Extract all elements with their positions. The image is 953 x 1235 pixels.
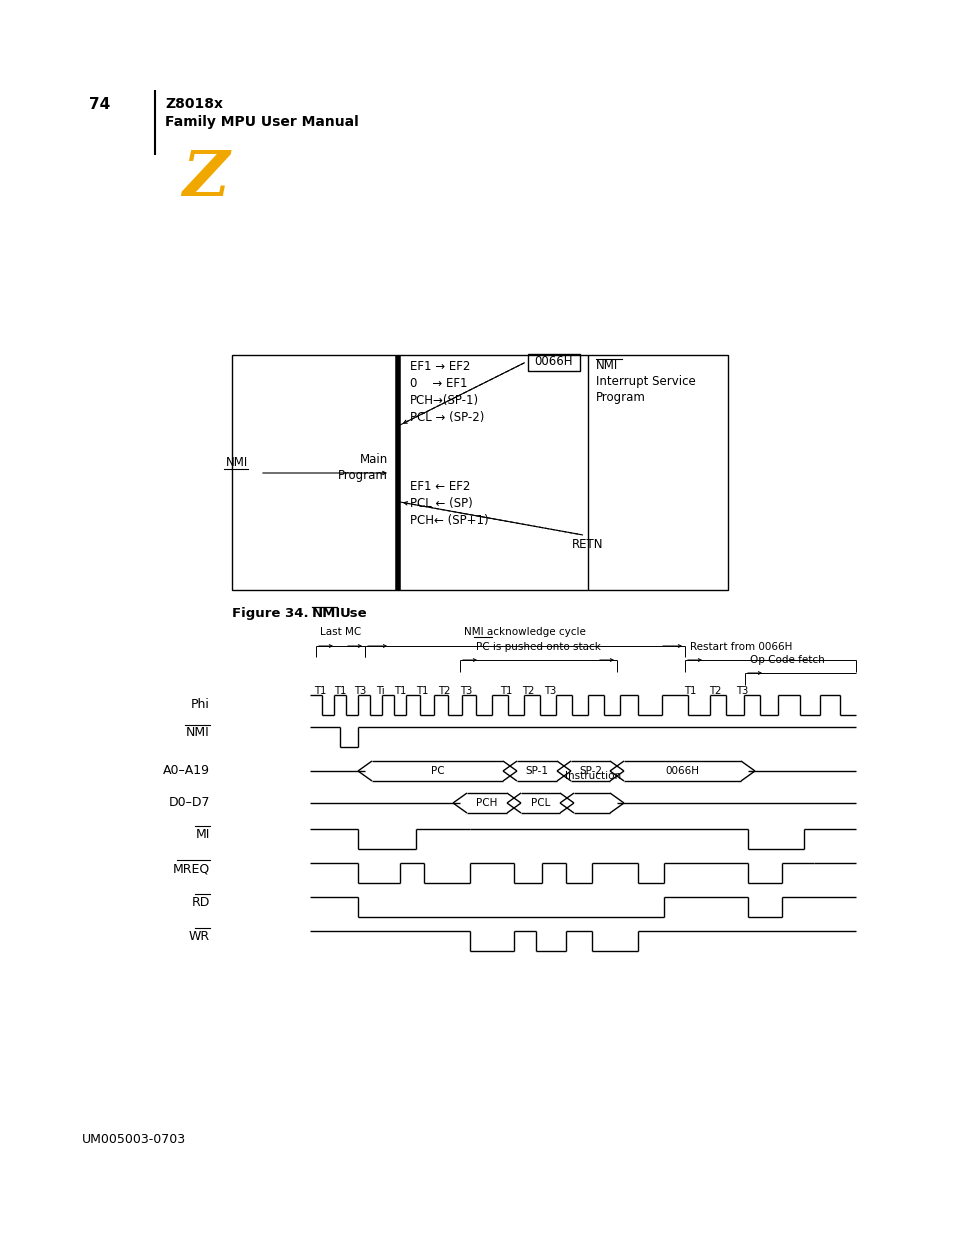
Text: T1: T1 — [394, 685, 406, 697]
Text: T3: T3 — [459, 685, 472, 697]
Text: NMI: NMI — [596, 359, 618, 372]
Text: 0066H: 0066H — [535, 354, 573, 368]
Text: Instruction: Instruction — [564, 771, 620, 781]
Text: PCH: PCH — [476, 798, 497, 808]
Text: PCL → (SP-2): PCL → (SP-2) — [410, 411, 484, 424]
Text: 74: 74 — [90, 98, 111, 112]
Text: D0–D7: D0–D7 — [169, 797, 210, 809]
Text: T1: T1 — [499, 685, 512, 697]
Text: Figure 34.: Figure 34. — [232, 606, 309, 620]
Text: SP-2: SP-2 — [578, 766, 601, 776]
Text: T1: T1 — [416, 685, 428, 697]
Text: RETN: RETN — [572, 538, 603, 551]
Text: A0–A19: A0–A19 — [163, 764, 210, 778]
Text: 0    → EF1: 0 → EF1 — [410, 377, 467, 390]
Text: PCH← (SP+1): PCH← (SP+1) — [410, 514, 488, 527]
Bar — [527, 354, 579, 370]
Text: T2: T2 — [521, 685, 534, 697]
Text: Interrupt Service: Interrupt Service — [596, 375, 695, 388]
Text: Family MPU User Manual: Family MPU User Manual — [165, 115, 358, 128]
Text: NMI: NMI — [312, 606, 341, 620]
Text: Phi: Phi — [191, 699, 210, 711]
Text: PC: PC — [430, 766, 444, 776]
Text: T1: T1 — [683, 685, 696, 697]
Text: WR: WR — [189, 930, 210, 944]
Text: Restart from 0066H: Restart from 0066H — [689, 642, 792, 652]
Text: T3: T3 — [543, 685, 556, 697]
Text: Main: Main — [359, 453, 388, 466]
Text: Op Code fetch: Op Code fetch — [749, 655, 824, 664]
Text: Z: Z — [181, 148, 228, 210]
Text: PCH→(SP-1): PCH→(SP-1) — [410, 394, 478, 408]
Text: MI: MI — [195, 829, 210, 841]
Text: Program: Program — [596, 391, 645, 404]
Text: PCL ← (SP): PCL ← (SP) — [410, 496, 473, 510]
Text: Last MC: Last MC — [319, 627, 361, 637]
Text: NMI: NMI — [186, 726, 210, 740]
Text: T3: T3 — [354, 685, 366, 697]
Text: MREQ: MREQ — [172, 862, 210, 876]
Text: Z8018x: Z8018x — [165, 98, 223, 111]
Text: T1: T1 — [314, 685, 326, 697]
Text: RD: RD — [192, 897, 210, 909]
Text: 0066H: 0066H — [665, 766, 699, 776]
Text: EF1 → EF2: EF1 → EF2 — [410, 359, 470, 373]
Text: PCL: PCL — [530, 798, 550, 808]
Text: Program: Program — [337, 469, 388, 482]
Text: Use: Use — [339, 606, 367, 620]
Text: PC is pushed onto stack: PC is pushed onto stack — [476, 642, 600, 652]
Text: T2: T2 — [437, 685, 450, 697]
Text: EF1 ← EF2: EF1 ← EF2 — [410, 480, 470, 493]
Text: NMI: NMI — [226, 456, 248, 469]
Text: T2: T2 — [708, 685, 720, 697]
Text: T3: T3 — [735, 685, 747, 697]
Text: SP-1: SP-1 — [525, 766, 548, 776]
Text: Ti: Ti — [375, 685, 384, 697]
Text: UM005003-0703: UM005003-0703 — [82, 1132, 186, 1146]
Bar — [232, 354, 727, 590]
Text: NMI acknowledge cycle: NMI acknowledge cycle — [463, 627, 585, 637]
Text: T1: T1 — [334, 685, 346, 697]
